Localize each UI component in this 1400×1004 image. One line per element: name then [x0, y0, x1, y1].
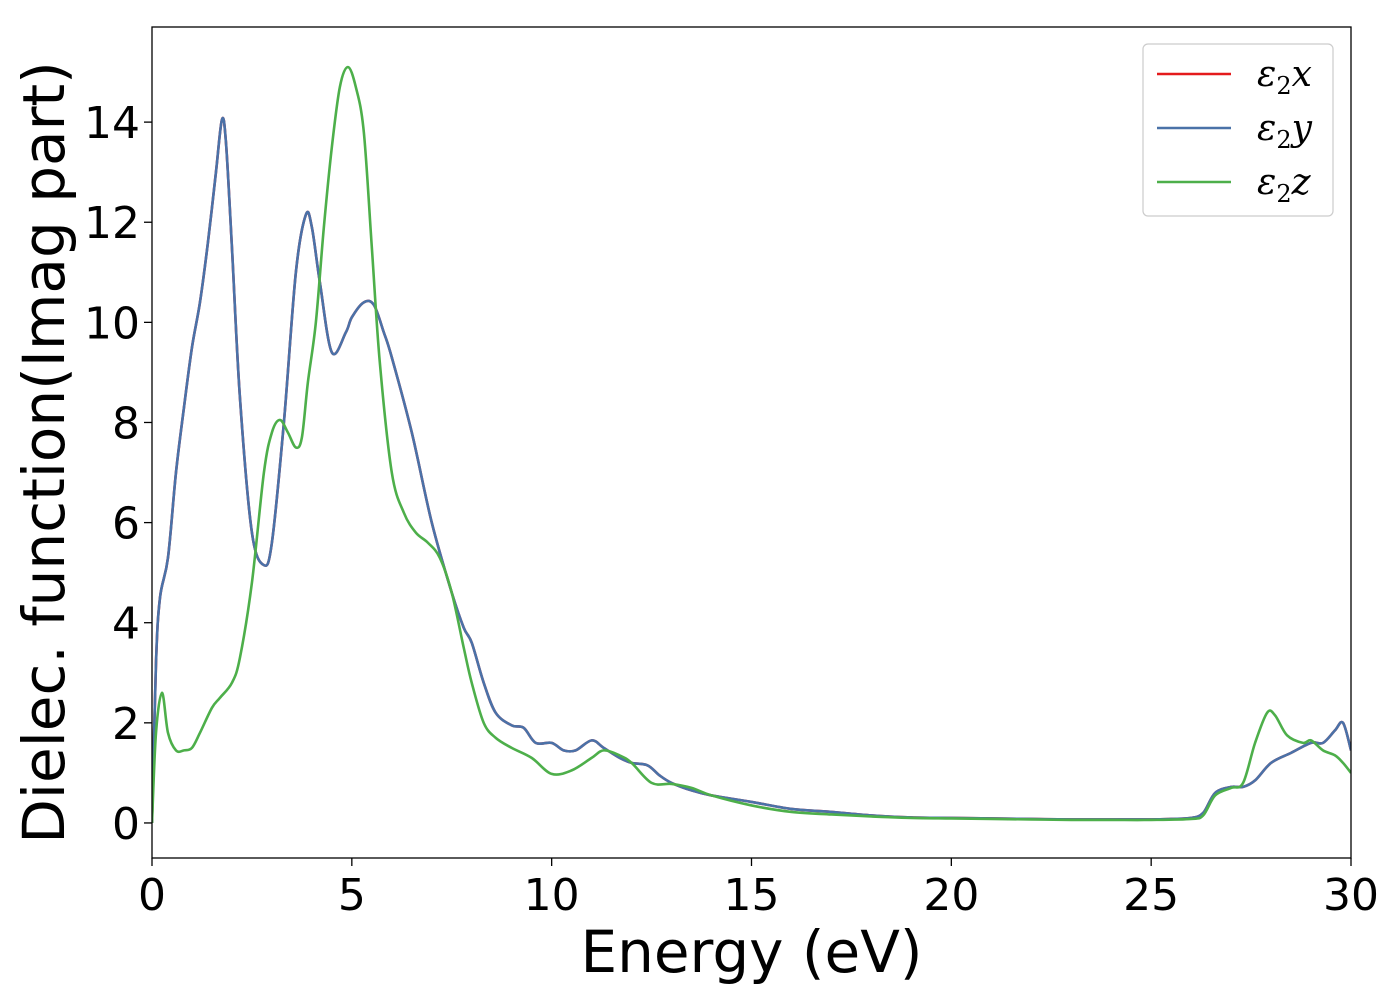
- x-tick-label: 0: [138, 870, 166, 921]
- x-tick-label: 25: [1123, 870, 1179, 921]
- y-tick-label: 6: [112, 499, 140, 550]
- y-axis-ticks: 0 2 4 6 8 10 12 14: [84, 98, 152, 850]
- x-tick-label: 20: [923, 870, 979, 921]
- y-tick-label: 14: [84, 98, 140, 149]
- legend-label-x: ε2x: [1257, 54, 1312, 100]
- y-tick-label: 0: [112, 799, 140, 850]
- y-tick-label: 12: [84, 198, 140, 249]
- x-axis-label: Energy (eV): [580, 918, 922, 986]
- series-line-z: [152, 65, 1351, 824]
- legend-label-z: ε2z: [1257, 162, 1312, 208]
- series-line-x: [152, 116, 1351, 823]
- y-axis-label: Dielec. function(Imag part): [10, 61, 78, 844]
- y-tick-label: 4: [112, 599, 140, 650]
- x-tick-label: 5: [338, 870, 366, 921]
- y-tick-label: 2: [112, 699, 140, 750]
- series-layer: [152, 65, 1351, 824]
- legend-label-y: ε2y: [1257, 108, 1313, 154]
- legend-box: [1142, 43, 1334, 217]
- x-axis-ticks: 0 5 10 15 20 25 30: [138, 858, 1379, 921]
- x-tick-label: 15: [724, 870, 780, 921]
- series-line-y: [152, 116, 1351, 823]
- x-tick-label: 10: [524, 870, 580, 921]
- y-tick-label: 8: [112, 398, 140, 449]
- y-tick-label: 10: [84, 298, 140, 349]
- x-tick-label: 30: [1323, 870, 1379, 921]
- legend: ε2x ε2y ε2z: [1142, 43, 1334, 217]
